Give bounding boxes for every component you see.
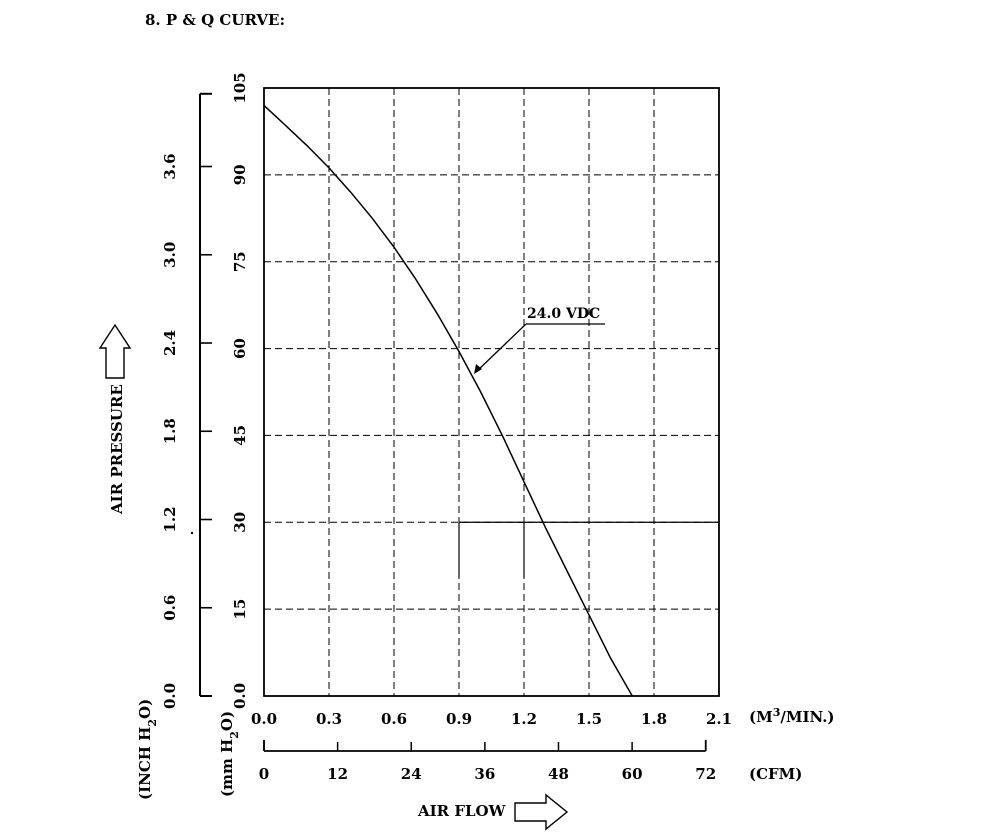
m3-min-tick-labels: 0.0 0.3 0.6 0.9 1.2 1.5 1.8 2.1 [251,710,732,728]
y-tick-label: 105 [231,72,249,103]
y-unit-label: (mm H2O) [218,711,241,797]
cfm-axis: 0 12 24 36 48 60 72 [259,740,716,783]
cfm-tick-label: 12 [327,765,348,783]
x-tick-label: 0.3 [316,710,342,728]
right-arrow-icon [514,793,569,831]
plot-frame [263,87,720,697]
y-axis-title: AIR PRESSURE [108,384,126,515]
series-line [263,104,633,697]
y-tick-label: 75 [231,251,249,272]
y2-unit-label: (INCH H2O) [136,699,159,800]
reference-lines [458,521,719,578]
x-tick-label: 1.2 [511,710,537,728]
x-unit-label: (M3/MIN.) [749,706,835,726]
x-axis-title: AIR FLOW [417,802,507,820]
x-tick-label: 0.0 [251,710,277,728]
cfm-tick-label: 72 [695,765,716,783]
x-tick-label: 0.9 [446,710,472,728]
inch-tick-label: 2.4 [161,330,179,356]
inch-tick-label: 0.0 [161,683,179,709]
cfm-tick-label: 0 [259,765,269,783]
cfm-tick-label: 36 [474,765,495,783]
y-tick-label: 60 [231,338,249,359]
x2-unit-label: (CFM) [749,765,802,783]
y-tick-label: 45 [231,425,249,446]
x-tick-label: 0.6 [381,710,407,728]
cfm-tick-label: 60 [622,765,643,783]
y-tick-label: 30 [231,512,249,533]
cfm-tick-label: 48 [548,765,569,783]
y-tick-label: 0.0 [231,683,249,709]
x-tick-label: 1.8 [641,710,667,728]
stray-dot [190,531,194,535]
inch-tick-label: 1.8 [161,418,179,444]
mm-h2o-tick-labels: 0.0 15 30 45 60 75 90 105 [231,72,249,709]
inch-tick-label: 1.2 [161,506,179,532]
grid-lines [264,88,719,696]
x-tick-label: 1.5 [576,710,602,728]
section-title: 8. P & Q CURVE: [145,11,285,29]
series-leader-line [475,323,527,373]
x-tick-label: 2.1 [706,710,732,728]
inch-tick-label: 3.6 [161,153,179,179]
cfm-tick-label: 24 [401,765,422,783]
series-layer [263,104,633,697]
inch-h2o-axis: 0.0 0.6 1.2 1.8 2.4 3.0 3.6 [161,92,212,709]
leader-arrowhead [474,364,482,374]
inch-tick-label: 0.6 [161,595,179,621]
inch-tick-label: 3.0 [161,242,179,268]
y-tick-label: 90 [231,164,249,185]
up-arrow-icon [98,323,132,379]
series-label: 24.0 VDC [527,306,600,322]
y-tick-label: 15 [231,599,249,620]
